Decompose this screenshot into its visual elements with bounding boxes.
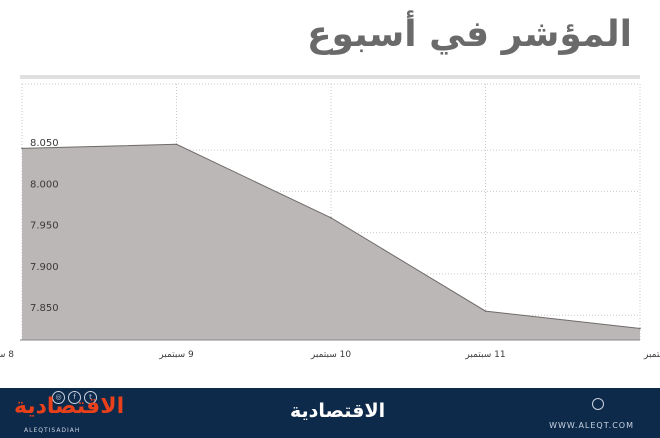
- instagram-icon[interactable]: ◎: [52, 391, 65, 404]
- y-tick-label: 7.950: [30, 221, 59, 232]
- site-url[interactable]: WWW.ALEQT.COM: [549, 421, 634, 430]
- facebook-icon[interactable]: f: [68, 391, 81, 404]
- chart-title: المؤشر في أسبوع: [306, 14, 632, 55]
- chart-area: 8.050 8.000 7.950 7.900 7.850 8 سبتمبر 9 سبتمب…: [0, 83, 660, 360]
- data-point-2: [330, 216, 332, 219]
- brand-logo: الاقتصادية: [14, 394, 125, 419]
- twitter-icon[interactable]: t: [84, 391, 97, 404]
- y-tick-label: 8.000: [30, 179, 59, 190]
- brand-center-logo: الاقتصادية: [290, 400, 386, 422]
- series-area: [22, 144, 640, 340]
- x-tick-label: 9 سبتمبر: [158, 350, 194, 360]
- data-point-1: [175, 143, 178, 146]
- y-tick-label: 8.050: [30, 138, 59, 149]
- brand-latin: ALEQTISADIAH: [24, 427, 81, 434]
- y-tick-label: 7.850: [30, 303, 59, 314]
- x-tick-label: 11 سبتمبر: [464, 350, 505, 360]
- footer-bar: [0, 388, 660, 438]
- data-point-4: [639, 327, 641, 330]
- x-tick-label: 12 سبتمبر: [643, 350, 660, 360]
- globe-icon: [592, 398, 604, 410]
- title-underline: [20, 75, 640, 79]
- data-point-0: [21, 147, 23, 150]
- x-tick-label: 8 سبتمبر: [0, 350, 14, 360]
- data-point-3: [484, 310, 487, 312]
- y-tick-label: 7.900: [30, 262, 59, 273]
- x-tick-label: 10 سبتمبر: [310, 350, 351, 360]
- social-icons: ◎ f t: [52, 391, 97, 404]
